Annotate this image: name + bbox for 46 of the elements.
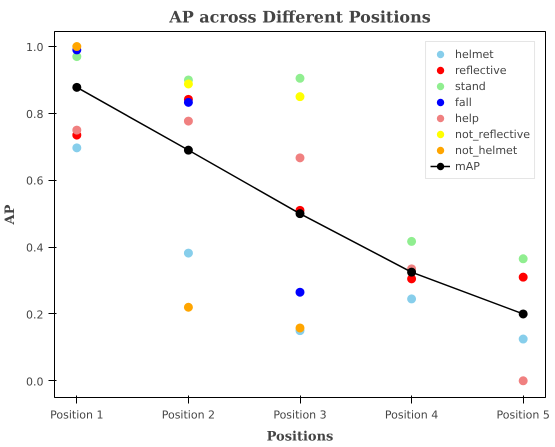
y-tick-label: 0.2	[26, 308, 44, 322]
point	[296, 323, 304, 332]
legend-label: help	[455, 110, 479, 126]
point	[296, 74, 304, 83]
point	[296, 153, 304, 162]
point	[72, 82, 82, 92]
point	[72, 143, 82, 152]
point	[184, 146, 193, 155]
point	[184, 116, 193, 126]
point	[518, 334, 528, 344]
point	[518, 376, 528, 386]
point	[296, 92, 304, 102]
y-tick-label: 0.6	[26, 174, 44, 188]
x-tick-label: Position 1	[50, 408, 104, 422]
point	[72, 42, 82, 52]
chart-title: AP across Different Positions	[168, 8, 431, 26]
y-tick-label: 1.0	[26, 41, 44, 54]
legend-label: mAP	[455, 158, 480, 174]
legend-label: reflective	[455, 62, 506, 78]
y-tick-label: 0.8	[26, 108, 44, 121]
point	[407, 268, 416, 277]
point	[407, 236, 416, 246]
point	[184, 79, 193, 88]
x-tick-label: Position 3	[273, 408, 327, 422]
x-axis-title: Positions	[266, 430, 334, 444]
x-tick-label: Position 2	[162, 408, 216, 422]
point	[184, 98, 193, 107]
legend-label: stand	[455, 78, 486, 94]
legend-label: helmet	[455, 46, 494, 62]
point	[184, 248, 193, 258]
x-tick-label: Position 4	[384, 408, 438, 422]
y-tick-label: 0.0	[26, 375, 44, 388]
x-tick-label: Position 5	[496, 408, 550, 422]
y-axis-title: AP	[3, 204, 18, 226]
y-tick-label: 0.4	[26, 242, 44, 255]
point	[72, 126, 82, 135]
point	[518, 272, 528, 282]
legend-label: not_helmet	[455, 142, 518, 158]
point	[518, 309, 528, 318]
legend-label: fall	[455, 94, 473, 110]
point	[296, 288, 304, 297]
point	[518, 254, 528, 264]
legend-label: not_reflective	[455, 126, 530, 142]
point	[407, 294, 416, 304]
point	[184, 302, 193, 312]
point	[296, 209, 304, 218]
